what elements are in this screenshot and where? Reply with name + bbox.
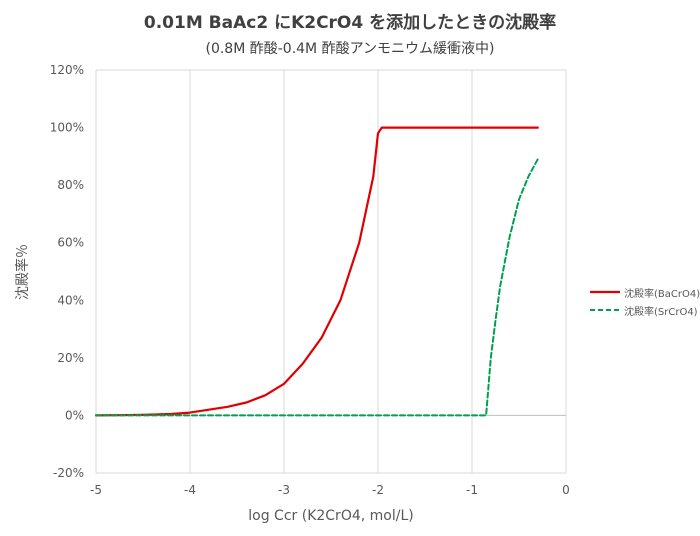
y-tick-label: 40%	[57, 293, 84, 307]
legend-label-bacro4: 沈殿率(BaCrO4)	[624, 288, 700, 300]
plot-area	[96, 70, 566, 473]
x-tick-label: -1	[466, 483, 478, 497]
chart-title: 0.01M BaAc2 にK2CrO4 を添加したときの沈殿率	[143, 13, 557, 33]
y-axis-label: 沈殿率％	[15, 244, 31, 300]
x-tick-label: -3	[278, 483, 290, 497]
series-line-srcro4	[95, 158, 539, 417]
x-tick-label: 0	[562, 483, 570, 497]
x-tick-label: -2	[372, 483, 384, 497]
legend-item-bacro4: 沈殿率(BaCrO4)	[590, 283, 700, 301]
tick-labels: -5 -4 -3 -2 -1 0 -20% 0% 20% 40% 60% 80% 100% 120%	[50, 63, 570, 497]
y-tick-label: 100%	[50, 121, 84, 135]
x-axis-label: log Ccr (K2CrO4, mol/L)	[248, 508, 414, 524]
legend: 沈殿率(BaCrO4) 沈殿率(SrCrO4)	[590, 283, 700, 319]
y-tick-label: 0%	[65, 408, 84, 422]
y-tick-label: -20%	[53, 466, 84, 480]
x-tick-label: -5	[90, 483, 102, 497]
y-tick-label: 120%	[50, 63, 84, 77]
x-tick-label: -4	[184, 483, 196, 497]
y-tick-label: 20%	[57, 351, 84, 365]
chart-subtitle: (0.8M 酢酸-0.4M 酢酸アンモニウム緩衝液中)	[205, 41, 495, 57]
legend-swatch-srcro4	[590, 309, 620, 311]
y-tick-label: 80%	[57, 178, 84, 192]
legend-swatch-bacro4	[590, 290, 620, 294]
legend-item-srcro4: 沈殿率(SrCrO4)	[590, 301, 700, 319]
legend-label-srcro4: 沈殿率(SrCrO4)	[624, 306, 698, 318]
series-lines	[94, 126, 539, 417]
y-tick-label: 60%	[57, 236, 84, 250]
series-line-bacro4	[94, 126, 539, 417]
